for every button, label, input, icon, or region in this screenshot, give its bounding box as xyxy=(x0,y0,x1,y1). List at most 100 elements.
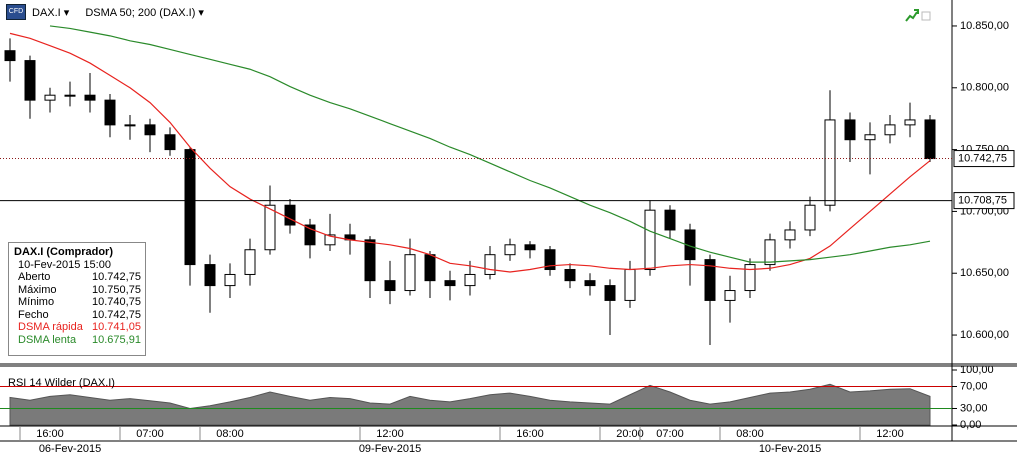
x-tick-label: 12:00 xyxy=(876,428,904,440)
candle-body xyxy=(484,254,496,275)
candle-body xyxy=(764,239,776,266)
x-tick-label: 08:00 xyxy=(736,428,764,440)
candle-body xyxy=(424,254,436,282)
candle-body xyxy=(64,94,76,97)
info-row: Máximo 10.750,75 xyxy=(14,283,141,297)
candle-body xyxy=(444,280,456,287)
price-label: 10.742,75 xyxy=(958,152,1007,164)
info-row: Mínimo 10.740,75 xyxy=(14,296,141,309)
candle-body xyxy=(524,244,536,251)
x-tick-label: 08:00 xyxy=(216,428,244,440)
candle-body xyxy=(844,119,856,141)
candle-body xyxy=(264,204,276,251)
info-label: Aberto xyxy=(18,271,51,283)
trend-icon[interactable] xyxy=(905,9,919,22)
y-tick-label: 100,00 xyxy=(960,364,994,376)
x-tick-label: 07:00 xyxy=(656,428,684,440)
y-tick-label: 0,00 xyxy=(960,419,981,431)
candle-body xyxy=(664,209,676,231)
info-row: Aberto 10.742,75 xyxy=(14,271,141,284)
info-label: Mínimo xyxy=(18,296,55,308)
y-tick-label: 10.800,00 xyxy=(960,82,1009,94)
candle-body xyxy=(864,134,876,141)
date-label: 06-Fev-2015 xyxy=(39,443,101,455)
info-row: DSMA lenta 10.675,91 xyxy=(14,333,141,347)
candle-body xyxy=(904,119,916,126)
candle-body xyxy=(364,239,376,282)
rsi-title: RSI 14 Wilder (DAX.I) xyxy=(8,377,115,389)
price-box xyxy=(953,192,1015,210)
candle-body xyxy=(324,234,336,246)
info-label: Máximo xyxy=(18,283,57,296)
y-tick-label: 10.650,00 xyxy=(960,267,1009,279)
y-tick-label: 10.600,00 xyxy=(960,329,1009,341)
candle-body xyxy=(184,149,196,266)
candle-body xyxy=(84,94,96,101)
candle-body xyxy=(504,244,516,256)
info-title: DAX.I (Comprador) xyxy=(14,246,113,258)
x-tick-label: 16:00 xyxy=(516,428,544,440)
y-tick-label: 30,00 xyxy=(960,402,988,414)
plot xyxy=(4,25,936,345)
indicator: DSMA 50; 200 (DAX.I) xyxy=(85,6,196,19)
window-button[interactable] xyxy=(921,11,931,21)
price-box xyxy=(953,150,1015,168)
candle-body xyxy=(744,264,756,292)
price-label: 10.708,75 xyxy=(958,195,1007,207)
candle-body xyxy=(724,290,736,301)
candle-body xyxy=(104,99,116,126)
info-value: 10.750,75 xyxy=(92,283,141,296)
candle-body xyxy=(804,204,816,231)
x-tick-label: 16:00 xyxy=(36,428,64,440)
info-label: Fecho xyxy=(18,308,49,321)
candle-body xyxy=(224,273,236,287)
candle-body xyxy=(644,209,656,271)
y-tick-label: 10.850,00 xyxy=(960,20,1009,32)
date-label: 10-Fev-2015 xyxy=(759,443,821,455)
info-datetime: 10-Fev-2015 15:00 xyxy=(18,258,111,271)
sma-line xyxy=(9,32,931,273)
candle-body xyxy=(704,259,716,301)
info-row: Fecho 10.742,75 xyxy=(14,308,141,322)
candle-body xyxy=(824,119,836,206)
candle-body xyxy=(784,229,796,241)
candle-body xyxy=(304,224,316,246)
candle-body xyxy=(124,124,136,127)
candle-body xyxy=(204,264,216,287)
candle-body xyxy=(624,269,636,301)
toolbar: CFD DAX.I ▾ DSMA 50; 200 (DAX.I) ▾ xyxy=(6,4,204,20)
indicator-menu[interactable]: DSMA 50; 200 (DAX.I) ▾ xyxy=(85,6,204,19)
cfd-icon[interactable]: CFD xyxy=(6,4,26,20)
candle-body xyxy=(284,204,296,226)
x-tick-label: 07:00 xyxy=(136,428,164,440)
candle-body xyxy=(564,269,576,282)
symbol: DAX.I xyxy=(32,6,61,19)
info-label: DSMA lenta xyxy=(18,333,77,346)
info-label: DSMA rápida xyxy=(18,321,83,333)
candle-body xyxy=(604,285,616,301)
candle-body xyxy=(144,124,156,136)
rsi-area xyxy=(9,383,931,426)
info-value: 10.741,05 xyxy=(92,321,141,333)
candle-body xyxy=(404,254,416,292)
candle-body xyxy=(544,249,556,271)
candle-body xyxy=(924,119,936,160)
y-tick-label: 70,00 xyxy=(960,380,988,392)
date-label: 09-Fev-2015 xyxy=(359,443,421,455)
symbol-menu[interactable]: DAX.I ▾ xyxy=(32,6,70,19)
candle-body xyxy=(464,273,476,287)
info-value: 10.742,75 xyxy=(92,308,141,321)
candle-body xyxy=(44,94,56,101)
sma-line xyxy=(49,25,931,263)
candle-body xyxy=(164,134,176,151)
candle-body xyxy=(24,60,36,101)
candle-body xyxy=(4,50,16,62)
candle-body xyxy=(884,124,896,136)
candle-body xyxy=(244,249,256,275)
info-value: 10.675,91 xyxy=(92,333,141,346)
info-value: 10.740,75 xyxy=(92,296,141,308)
info-box: DAX.I (Comprador) 10-Fev-2015 15:00 Aber… xyxy=(8,242,146,356)
